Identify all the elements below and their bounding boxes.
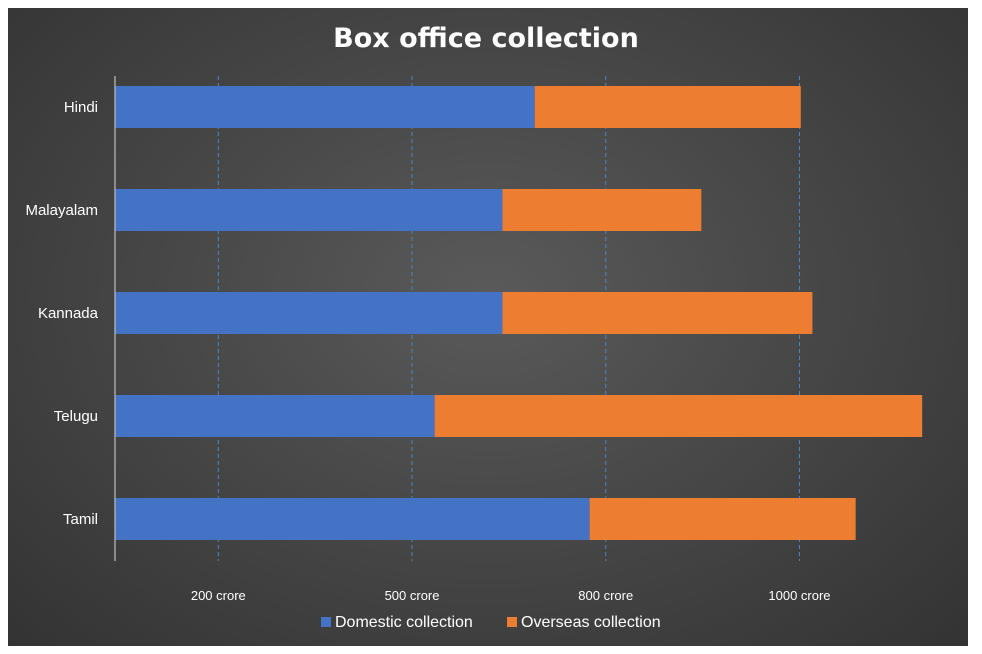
legend: Domestic collection Overseas collection xyxy=(321,614,661,631)
legend-label: Domestic collection xyxy=(335,614,473,631)
legend-label: Overseas collection xyxy=(521,614,661,631)
x-tick-label: 500 crore xyxy=(385,588,440,603)
bar-overseas-tamil xyxy=(589,498,856,540)
bars xyxy=(115,86,923,540)
bar-domestic-kannada xyxy=(115,292,503,334)
category-label: Hindi xyxy=(64,99,98,116)
x-tick-label: 200 crore xyxy=(191,588,246,603)
bar-domestic-telugu xyxy=(115,395,435,437)
category-label: Malayalam xyxy=(25,202,98,219)
x-tick-label: 800 crore xyxy=(578,588,633,603)
legend-swatch xyxy=(321,617,331,627)
bar-domestic-tamil xyxy=(115,498,590,540)
bar-overseas-malayalam xyxy=(502,189,702,231)
bar-domestic-malayalam xyxy=(115,189,503,231)
chart-area: Box office collection Hindi Malayalam Kann… xyxy=(8,8,968,646)
category-label: Kannada xyxy=(38,305,99,322)
bar-chart: Box office collection Hindi Malayalam Kann… xyxy=(25,23,923,631)
gridlines xyxy=(217,76,800,561)
chart-title: Box office collection xyxy=(333,23,639,54)
bar-domestic-hindi xyxy=(115,86,535,128)
bar-overseas-kannada xyxy=(502,292,813,334)
bar-overseas-hindi xyxy=(534,86,801,128)
category-labels: Hindi Malayalam Kannada Telugu Tamil xyxy=(25,99,98,528)
bar-overseas-telugu xyxy=(434,395,923,437)
category-label: Telugu xyxy=(54,408,98,425)
x-tick-label: 1000 crore xyxy=(768,588,830,603)
legend-swatch xyxy=(507,617,517,627)
category-label: Tamil xyxy=(63,511,98,528)
x-axis-tick-labels: 200 crore 500 crore 800 crore 1000 crore xyxy=(191,588,831,603)
